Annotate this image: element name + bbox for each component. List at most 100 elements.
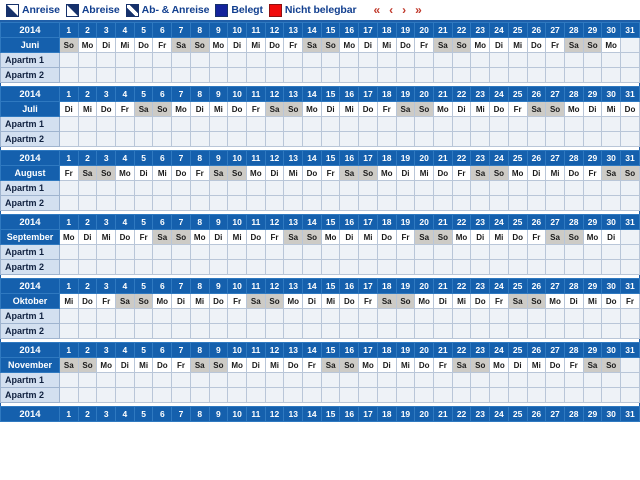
- day-cell-free[interactable]: [470, 387, 491, 403]
- day-cell-free[interactable]: [545, 131, 565, 147]
- day-cell-free[interactable]: [489, 67, 509, 83]
- day-cell-free[interactable]: [320, 52, 341, 68]
- day-cell-booked[interactable]: [152, 195, 173, 211]
- day-cell-free[interactable]: [227, 116, 247, 132]
- day-cell-booked[interactable]: [320, 131, 341, 147]
- day-cell-booked[interactable]: [358, 195, 378, 211]
- day-cell-free[interactable]: [339, 372, 360, 388]
- day-cell-free[interactable]: [601, 244, 622, 260]
- day-cell-free[interactable]: [376, 52, 397, 68]
- day-cell-free[interactable]: [77, 387, 98, 403]
- day-cell-free[interactable]: [395, 323, 416, 339]
- day-cell-free[interactable]: [470, 67, 491, 83]
- day-cell-free[interactable]: [320, 259, 341, 275]
- day-cell-free[interactable]: [451, 323, 472, 339]
- day-cell-arrive[interactable]: [414, 116, 434, 132]
- day-cell-free[interactable]: [133, 67, 154, 83]
- day-cell-booked[interactable]: [77, 244, 98, 260]
- day-cell-depart[interactable]: [133, 323, 154, 339]
- day-cell-booked[interactable]: [507, 52, 528, 68]
- day-cell-free[interactable]: [227, 52, 247, 68]
- day-cell-free[interactable]: [526, 67, 547, 83]
- day-cell-free[interactable]: [601, 372, 622, 388]
- day-cell-booked[interactable]: [245, 195, 266, 211]
- day-cell-free[interactable]: [489, 372, 509, 388]
- day-cell-free[interactable]: [526, 131, 547, 147]
- day-cell-free[interactable]: [189, 67, 210, 83]
- day-cell-free[interactable]: [133, 52, 154, 68]
- day-cell-free[interactable]: [302, 259, 322, 275]
- day-cell-booked[interactable]: [115, 116, 135, 132]
- day-cell-free[interactable]: [545, 180, 565, 196]
- day-cell-free[interactable]: [451, 244, 472, 260]
- day-cell-booked[interactable]: [414, 180, 434, 196]
- day-cell-free[interactable]: [526, 323, 547, 339]
- day-cell-booked[interactable]: [171, 308, 191, 324]
- day-cell-free[interactable]: [152, 323, 173, 339]
- nav-next-icon[interactable]: ›: [402, 3, 407, 17]
- day-cell-free[interactable]: [96, 387, 117, 403]
- day-cell-booked[interactable]: [582, 195, 603, 211]
- day-cell-free[interactable]: [563, 67, 584, 83]
- day-cell-booked[interactable]: [414, 195, 434, 211]
- day-cell-free[interactable]: [545, 308, 565, 324]
- day-cell-free[interactable]: [320, 323, 341, 339]
- day-cell-free[interactable]: [339, 308, 360, 324]
- day-cell-free[interactable]: [563, 259, 584, 275]
- day-cell-free[interactable]: [320, 308, 341, 324]
- day-cell-free[interactable]: [171, 52, 191, 68]
- day-cell-free[interactable]: [582, 259, 603, 275]
- day-cell-booked[interactable]: [133, 180, 154, 196]
- month-navigation[interactable]: « ‹ › »: [373, 4, 421, 16]
- day-cell-blocked[interactable]: [264, 308, 285, 324]
- day-cell-both[interactable]: [152, 180, 173, 196]
- day-cell-free[interactable]: [283, 387, 304, 403]
- day-cell-free[interactable]: [152, 259, 173, 275]
- day-cell-free[interactable]: [283, 244, 304, 260]
- day-cell-booked[interactable]: [545, 116, 565, 132]
- day-cell-free[interactable]: [358, 52, 378, 68]
- day-cell-booked[interactable]: [507, 195, 528, 211]
- day-cell-free[interactable]: [96, 131, 117, 147]
- day-cell-free[interactable]: [507, 387, 528, 403]
- day-cell-free[interactable]: [208, 323, 229, 339]
- day-cell-free[interactable]: [451, 67, 472, 83]
- day-cell-free[interactable]: [77, 308, 98, 324]
- day-cell-booked[interactable]: [395, 180, 416, 196]
- day-cell-free[interactable]: [227, 259, 247, 275]
- day-cell-booked[interactable]: [358, 116, 378, 132]
- day-cell-booked[interactable]: [376, 131, 397, 147]
- day-cell-booked[interactable]: [115, 308, 135, 324]
- day-cell-depart[interactable]: [227, 308, 247, 324]
- day-cell-free[interactable]: [320, 67, 341, 83]
- day-cell-free[interactable]: [376, 323, 397, 339]
- day-cell-free[interactable]: [227, 372, 247, 388]
- day-cell-free[interactable]: [208, 131, 229, 147]
- day-cell-free[interactable]: [115, 52, 135, 68]
- day-cell-booked[interactable]: [489, 116, 509, 132]
- day-cell-free[interactable]: [507, 323, 528, 339]
- day-cell-booked[interactable]: [358, 131, 378, 147]
- day-cell-free[interactable]: [77, 131, 98, 147]
- day-cell-booked[interactable]: [96, 180, 117, 196]
- day-cell-free[interactable]: [545, 244, 565, 260]
- day-cell-booked[interactable]: [283, 131, 304, 147]
- day-cell-free[interactable]: [601, 308, 622, 324]
- day-cell-free[interactable]: [115, 259, 135, 275]
- day-cell-free[interactable]: [283, 52, 304, 68]
- nav-first-icon[interactable]: «: [373, 3, 381, 17]
- day-cell-depart[interactable]: [433, 180, 453, 196]
- day-cell-free[interactable]: [58, 52, 79, 68]
- day-cell-free[interactable]: [58, 387, 79, 403]
- day-cell-free[interactable]: [152, 387, 173, 403]
- day-cell-free[interactable]: [358, 387, 378, 403]
- day-cell-booked[interactable]: [264, 180, 285, 196]
- day-cell-booked[interactable]: [563, 52, 584, 68]
- day-cell-booked[interactable]: [470, 131, 491, 147]
- day-cell-booked[interactable]: [58, 244, 79, 260]
- day-cell-booked[interactable]: [433, 195, 453, 211]
- day-cell-free[interactable]: [320, 244, 341, 260]
- day-cell-free[interactable]: [563, 323, 584, 339]
- day-cell-booked[interactable]: [152, 308, 173, 324]
- day-cell-free[interactable]: [563, 387, 584, 403]
